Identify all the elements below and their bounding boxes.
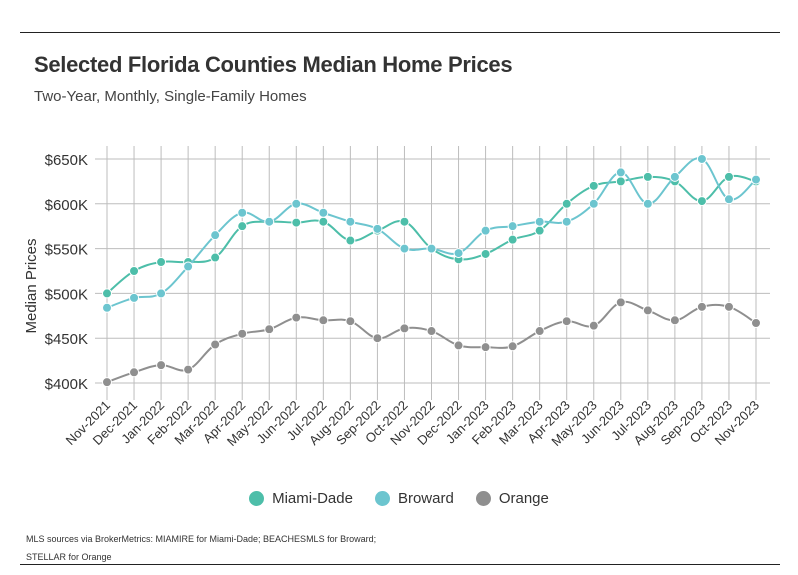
data-point-orange: [615, 297, 626, 308]
data-point-orange: [318, 315, 329, 326]
legend-item-orange: Orange: [475, 490, 549, 507]
chart-title: Selected Florida Counties Median Home Pr…: [34, 52, 513, 77]
data-point-orange: [642, 305, 653, 316]
data-point-miami-dade: [345, 235, 356, 246]
data-point-miami-dade: [210, 252, 221, 263]
legend-label: Miami-Dade: [272, 490, 353, 507]
data-point-orange: [669, 315, 680, 326]
data-point-orange: [291, 312, 302, 323]
data-point-orange: [345, 316, 356, 327]
data-point-broward: [102, 302, 112, 313]
data-point-miami-dade: [615, 176, 626, 187]
data-point-orange: [696, 301, 707, 312]
data-point-broward: [318, 207, 329, 218]
data-point-broward: [723, 194, 734, 205]
legend: Miami-Dade Broward Orange: [0, 490, 798, 507]
data-point-orange: [210, 339, 221, 350]
data-point-miami-dade: [102, 288, 112, 299]
data-point-broward: [615, 167, 626, 178]
legend-swatch: [475, 491, 491, 506]
data-point-orange: [751, 317, 761, 328]
data-point-broward: [480, 225, 491, 236]
data-point-broward: [264, 216, 275, 227]
data-point-orange: [264, 324, 275, 335]
data-point-orange: [183, 364, 194, 375]
data-point-broward: [534, 216, 545, 227]
data-point-broward: [237, 207, 248, 218]
y-tick-label: $550K: [45, 242, 88, 259]
y-tick-label: $400K: [45, 376, 88, 393]
data-point-miami-dade: [291, 217, 302, 228]
data-point-miami-dade: [318, 216, 329, 227]
data-point-orange: [237, 328, 248, 339]
data-point-broward: [426, 243, 437, 254]
bottom-rule: [20, 564, 780, 565]
data-point-broward: [453, 248, 464, 259]
y-tick-label: $600K: [45, 197, 88, 214]
data-point-miami-dade: [399, 216, 410, 227]
data-point-orange: [453, 340, 464, 351]
data-point-orange: [102, 377, 112, 388]
data-point-orange: [480, 342, 491, 353]
chart-subtitle: Two-Year, Monthly, Single-Family Homes: [34, 88, 307, 105]
data-point-orange: [156, 360, 167, 371]
data-point-miami-dade: [129, 266, 140, 276]
data-point-broward: [669, 171, 680, 182]
data-point-broward: [210, 230, 221, 241]
data-point-miami-dade: [696, 196, 707, 207]
y-tick-label: $500K: [45, 286, 88, 303]
data-point-broward: [156, 288, 167, 299]
data-point-orange: [372, 333, 383, 344]
data-point-orange: [561, 316, 572, 327]
data-point-orange: [426, 326, 437, 337]
data-point-broward: [345, 216, 356, 227]
legend-item-broward: Broward: [374, 490, 454, 507]
data-point-broward: [561, 216, 572, 227]
data-point-broward: [751, 174, 761, 185]
data-point-broward: [588, 198, 599, 209]
data-point-orange: [534, 326, 545, 337]
data-point-miami-dade: [237, 221, 248, 232]
data-point-orange: [399, 323, 410, 334]
y-tick-label: $450K: [45, 331, 88, 348]
data-point-miami-dade: [507, 234, 518, 245]
source-note: MLS sources via BrokerMetrics: MIAMIRE f…: [26, 530, 376, 566]
top-rule: [20, 32, 780, 33]
legend-swatch: [249, 491, 265, 506]
data-point-miami-dade: [534, 225, 545, 236]
y-axis-label: Median Prices: [23, 238, 40, 333]
data-point-broward: [129, 292, 140, 303]
data-point-broward: [183, 261, 194, 272]
data-point-broward: [372, 223, 383, 234]
data-point-broward: [291, 198, 302, 209]
legend-swatch: [374, 491, 390, 506]
data-point-miami-dade: [480, 248, 491, 259]
line-chart: $400K$450K$500K$550K$600K$650KNov-2021De…: [23, 146, 770, 449]
data-point-orange: [723, 301, 734, 312]
data-point-orange: [129, 367, 140, 378]
data-point-miami-dade: [642, 171, 653, 182]
data-point-broward: [399, 243, 410, 254]
data-point-orange: [507, 341, 518, 352]
data-point-miami-dade: [723, 171, 734, 182]
data-point-orange: [588, 320, 599, 331]
source-line-1: MLS sources via BrokerMetrics: MIAMIRE f…: [26, 534, 377, 544]
legend-label: Broward: [397, 490, 454, 507]
data-point-miami-dade: [588, 180, 599, 191]
y-tick-label: $650K: [45, 152, 88, 169]
data-point-broward: [507, 221, 518, 232]
data-point-miami-dade: [156, 257, 167, 268]
legend-label: Orange: [498, 490, 549, 507]
source-line-2: STELLAR for Orange: [26, 552, 112, 562]
data-point-miami-dade: [561, 198, 572, 209]
data-point-broward: [642, 198, 653, 209]
data-point-broward: [696, 153, 707, 164]
legend-item-miami-dade: Miami-Dade: [249, 490, 353, 507]
